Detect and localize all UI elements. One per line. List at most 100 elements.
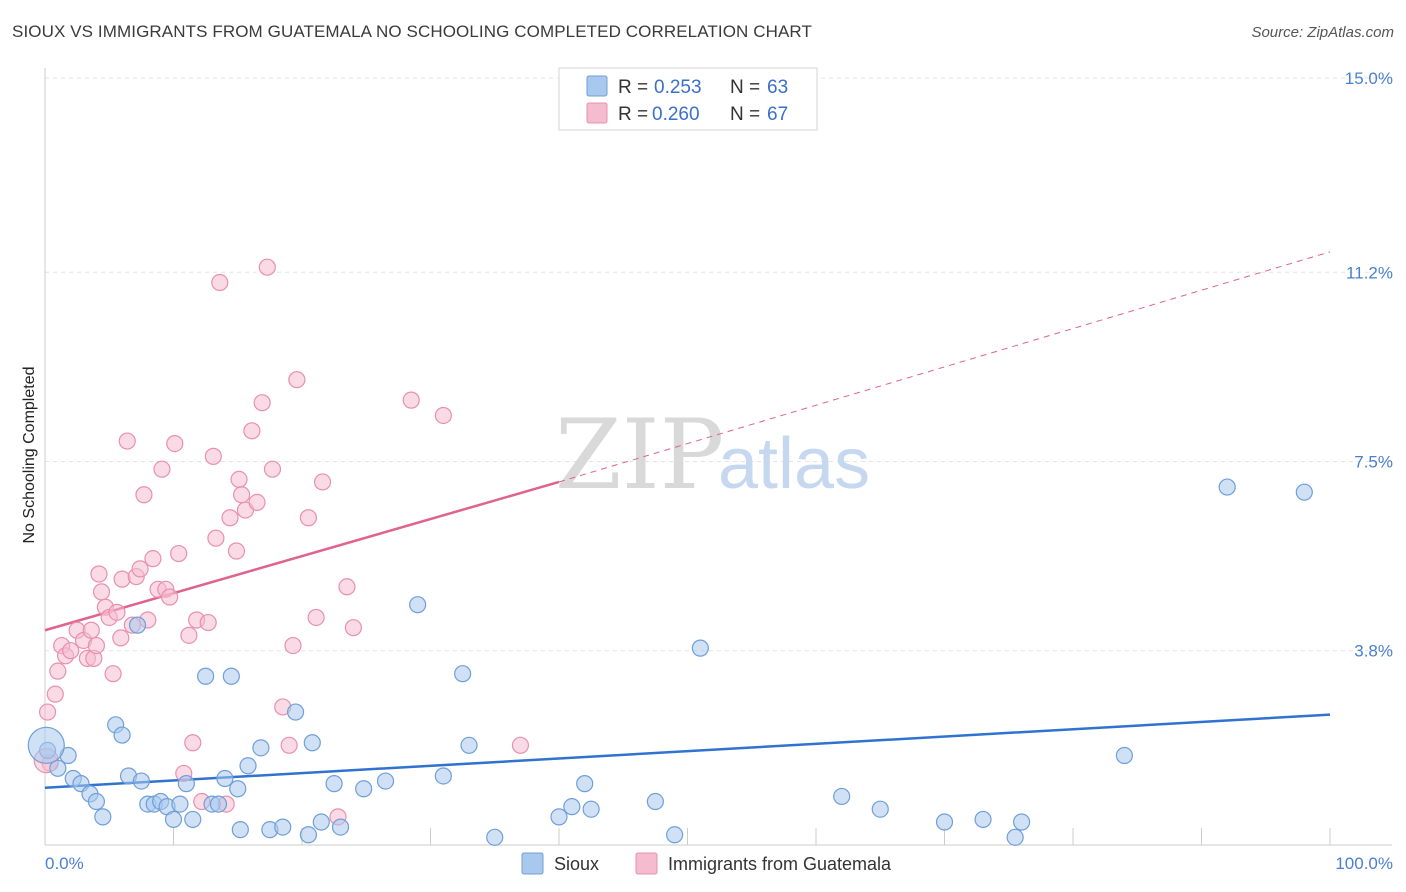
- guatemala-point: [253, 394, 271, 412]
- sioux-point: [171, 795, 189, 813]
- sioux-point: [666, 826, 684, 844]
- sioux-point: [1012, 813, 1031, 831]
- trend-lines: [44, 251, 1331, 789]
- guatemala-point: [112, 629, 130, 647]
- guatemala-point: [166, 435, 184, 453]
- sioux-point: [132, 772, 150, 790]
- legend-n-label-sioux: N =: [730, 77, 760, 98]
- sioux-point: [94, 808, 112, 826]
- sioux-point: [164, 810, 183, 829]
- guatemala-point: [184, 734, 202, 752]
- guatemala-point: [207, 529, 225, 547]
- guatemala-points: [33, 258, 530, 826]
- guatemala-point: [144, 550, 162, 568]
- legend-r-value-guatemala: 0.260: [652, 104, 700, 125]
- sioux-point: [209, 795, 228, 813]
- guatemala-point: [313, 473, 332, 491]
- guatemala-point: [161, 588, 179, 606]
- legend-r-value-sioux: 0.253: [654, 77, 702, 98]
- sioux-point: [1115, 746, 1134, 765]
- sioux-point: [1218, 478, 1236, 496]
- guatemala-point: [38, 703, 57, 721]
- guatemala-point: [307, 608, 325, 627]
- sioux-point: [216, 769, 234, 788]
- sioux-point: [49, 759, 67, 777]
- guatemala-point: [135, 486, 153, 504]
- guatemala-point: [338, 578, 356, 596]
- guatemala-point: [211, 273, 229, 292]
- legend-r-label-sioux: R =: [618, 77, 648, 98]
- sioux-point: [576, 775, 594, 793]
- sioux-point: [231, 821, 249, 839]
- sioux-point: [222, 667, 240, 685]
- x-tick-labels: 0.0% 100.0%: [45, 854, 1393, 873]
- guatemala-point: [204, 447, 222, 465]
- guatemala-point: [92, 583, 111, 601]
- sioux-point: [87, 792, 106, 811]
- guatemala-point: [118, 432, 136, 450]
- legend: R = 0.253 N = 63 R = 0.260 N = 67: [558, 67, 818, 131]
- guatemala-point: [131, 560, 149, 578]
- sioux-point: [331, 818, 350, 836]
- source-credit: Source: ZipAtlas.com: [1251, 24, 1394, 41]
- sioux-point: [197, 667, 215, 685]
- sioux-points: [27, 478, 1313, 846]
- guatemala-point: [299, 509, 318, 527]
- guatemala-point: [180, 626, 198, 644]
- guatemala-point: [243, 422, 261, 440]
- legend-r-label-guatemala: R =: [618, 104, 648, 125]
- guatemala-point: [108, 603, 126, 621]
- sioux-point: [274, 818, 292, 836]
- guatemala-point: [170, 544, 188, 563]
- chart-title: SIOUX VS IMMIGRANTS FROM GUATEMALA NO SC…: [12, 22, 812, 41]
- watermark-zip: ZIP: [555, 399, 724, 511]
- bottom-legend-swatch-guatemala: [635, 852, 658, 875]
- guatemala-trend-line: [44, 480, 560, 632]
- guatemala-point: [263, 460, 282, 478]
- sioux-point: [550, 808, 568, 826]
- guatemala-point: [82, 621, 100, 639]
- legend-n-value-guatemala: 67: [767, 104, 788, 125]
- x-tick-label-min: 0.0%: [45, 854, 84, 873]
- bottom-legend-label-sioux: Sioux: [554, 854, 599, 874]
- sioux-point: [1006, 828, 1024, 846]
- guatemala-point: [284, 636, 302, 655]
- guatemala-point: [87, 636, 106, 655]
- watermark-atlas: atlas: [718, 424, 870, 504]
- sioux-point: [128, 616, 147, 634]
- bottom-legend-label-guatemala: Immigrants from Guatemala: [668, 854, 892, 874]
- sioux-point: [434, 767, 452, 785]
- legend-n-value-sioux: 63: [767, 77, 788, 98]
- sioux-point: [312, 813, 330, 831]
- sioux-point: [833, 787, 851, 806]
- guatemala-point: [344, 619, 362, 637]
- sioux-point: [286, 703, 305, 721]
- guatemala-point: [280, 736, 298, 754]
- sioux-point: [177, 775, 195, 793]
- sioux-point: [325, 775, 343, 793]
- sioux-point: [184, 810, 202, 829]
- sioux-point: [113, 726, 131, 744]
- legend-swatch-sioux: [586, 75, 608, 97]
- sioux-point: [454, 665, 472, 683]
- sioux-point: [376, 772, 395, 790]
- guatemala-point: [90, 565, 108, 583]
- sioux-point: [974, 810, 992, 829]
- sioux-point: [460, 736, 478, 754]
- guatemala-point: [288, 371, 306, 389]
- bottom-legend-swatch-sioux: [521, 852, 544, 875]
- guatemala-point: [46, 685, 64, 703]
- sioux-point: [871, 800, 889, 818]
- sioux-point: [239, 757, 257, 775]
- sioux-point: [563, 798, 581, 816]
- sioux-point: [299, 826, 318, 844]
- sioux-point: [303, 734, 321, 752]
- guatemala-point: [402, 391, 420, 409]
- y-tick-label: 7.5%: [1354, 453, 1393, 472]
- sioux-point: [935, 813, 954, 831]
- sioux-point: [229, 780, 247, 798]
- y-tick-labels: 3.8% 7.5% 11.2% 15.0%: [1345, 69, 1393, 661]
- sioux-point: [691, 639, 709, 657]
- sioux-point: [486, 828, 504, 846]
